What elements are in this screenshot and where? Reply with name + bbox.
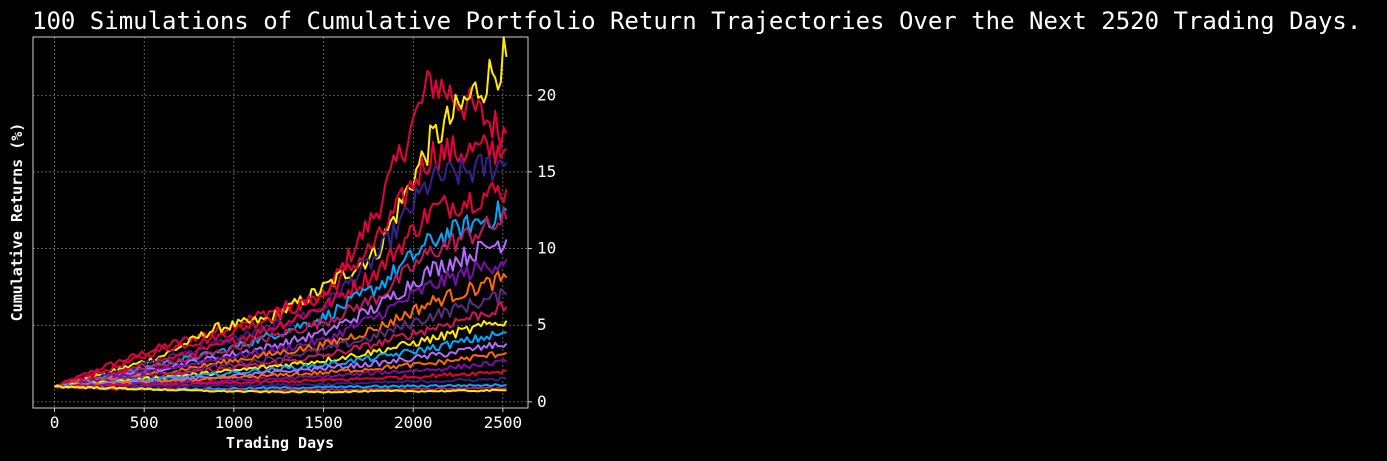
chart-title: 100 Simulations of Cumulative Portfolio … bbox=[32, 7, 1361, 35]
x-tick-label: 1500 bbox=[304, 413, 343, 432]
y-ticks: 0 5 10 15 20 bbox=[528, 85, 556, 411]
simulation-line bbox=[54, 239, 508, 388]
simulation-line bbox=[54, 385, 507, 394]
simulation-line bbox=[54, 288, 508, 388]
x-axis-label: Trading Days bbox=[226, 434, 334, 452]
simulation-line bbox=[54, 208, 508, 388]
simulation-line bbox=[54, 258, 508, 388]
y-axis-label: Cumulative Returns (%) bbox=[8, 123, 26, 322]
y-tick-label: 15 bbox=[537, 162, 556, 181]
simulation-line bbox=[54, 69, 508, 388]
x-ticks: 0 500 1000 1500 2000 2500 bbox=[50, 408, 522, 432]
series-group bbox=[54, 36, 508, 394]
y-tick-label: 10 bbox=[537, 239, 556, 258]
x-tick-label: 500 bbox=[130, 413, 159, 432]
x-tick-label: 1000 bbox=[215, 413, 254, 432]
plot-frame bbox=[32, 36, 529, 409]
x-tick-label: 2000 bbox=[394, 413, 433, 432]
simulation-line bbox=[54, 351, 507, 388]
simulation-line bbox=[54, 134, 508, 388]
x-tick-label: 2500 bbox=[484, 413, 523, 432]
y-tick-label: 20 bbox=[537, 85, 556, 104]
y-tick-label: 0 bbox=[537, 392, 547, 411]
simulation-line bbox=[54, 376, 507, 390]
simulation-line bbox=[54, 181, 508, 388]
simulation-line bbox=[54, 341, 508, 388]
x-tick-label: 0 bbox=[50, 413, 60, 432]
simulation-line bbox=[54, 369, 507, 389]
y-tick-label: 5 bbox=[537, 315, 547, 334]
